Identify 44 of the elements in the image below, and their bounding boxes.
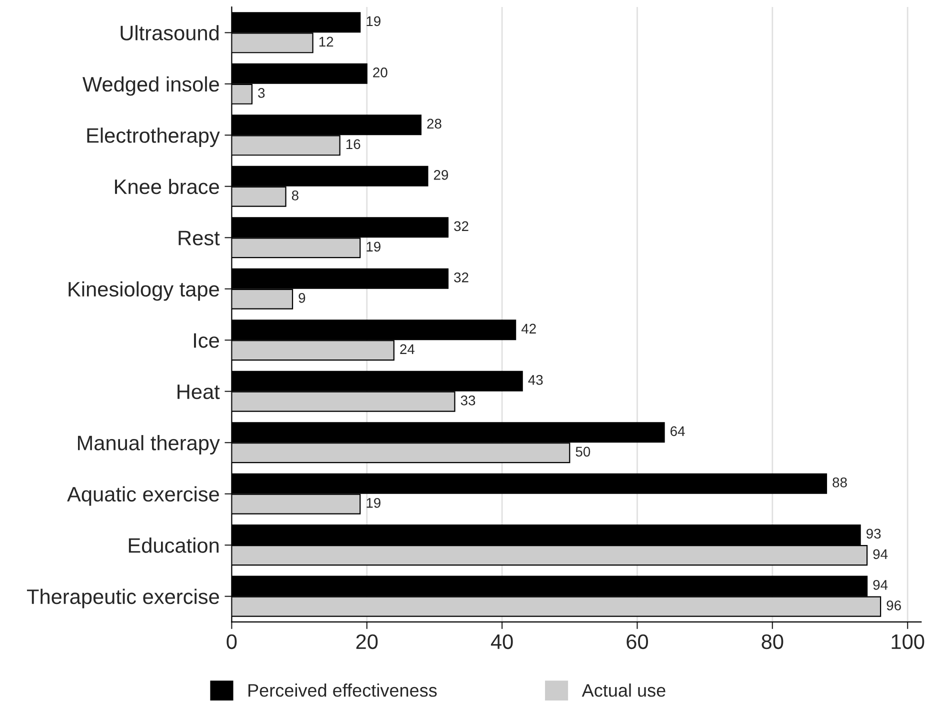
- x-tick-label: 80: [762, 634, 784, 650]
- data-label: 93: [866, 528, 881, 539]
- data-label: 3: [258, 88, 265, 98]
- data-label: 50: [576, 446, 590, 457]
- data-label: 96: [886, 600, 901, 610]
- y-tick-label: Education: [128, 538, 219, 553]
- y-tick-label: Ultrasound: [120, 25, 219, 40]
- legend-label: Perceived effectiveness: [248, 684, 437, 697]
- data-label: 28: [427, 118, 442, 129]
- data-label: 19: [366, 498, 380, 508]
- data-label: 33: [460, 396, 476, 406]
- data-label: 9: [298, 293, 306, 303]
- y-tick-label: Heat: [178, 384, 220, 400]
- y-tick-label: Therapeutic exercise: [26, 588, 219, 608]
- data-label: 88: [832, 478, 847, 488]
- legend-label: Actual use: [582, 684, 666, 697]
- data-label: 32: [454, 272, 468, 282]
- data-label: 12: [319, 36, 334, 46]
- y-tick-label: Rest: [178, 230, 220, 246]
- y-tick-label: Kinesiology tape: [68, 281, 219, 301]
- data-label: 20: [373, 68, 388, 78]
- x-tick-label: 0: [226, 634, 237, 650]
- y-tick-label: Aquatic exercise: [67, 486, 219, 506]
- y-tick-label: Electrotherapy: [87, 128, 220, 148]
- data-label: 42: [521, 324, 536, 334]
- x-tick-label: 60: [626, 634, 648, 650]
- data-label: 43: [528, 375, 543, 385]
- data-label: 32: [454, 221, 468, 232]
- data-label: 64: [670, 426, 685, 436]
- x-tick-label: 20: [356, 634, 378, 650]
- data-label: 19: [366, 242, 380, 252]
- y-tick-label: Ice: [194, 333, 219, 348]
- data-label: 8: [292, 190, 298, 200]
- data-label: 24: [400, 344, 414, 354]
- data-label: 16: [346, 139, 360, 150]
- data-label: 19: [366, 16, 380, 26]
- x-tick-label: 40: [490, 634, 513, 650]
- data-label: 94: [873, 580, 888, 590]
- y-tick-label: Manual therapy: [78, 435, 220, 454]
- data-label: 94: [873, 549, 888, 560]
- x-tick-label: 100: [892, 634, 924, 650]
- y-tick-label: Knee brace: [115, 178, 219, 194]
- y-tick-label: Wedged insole: [82, 76, 219, 96]
- data-label: 29: [434, 170, 448, 180]
